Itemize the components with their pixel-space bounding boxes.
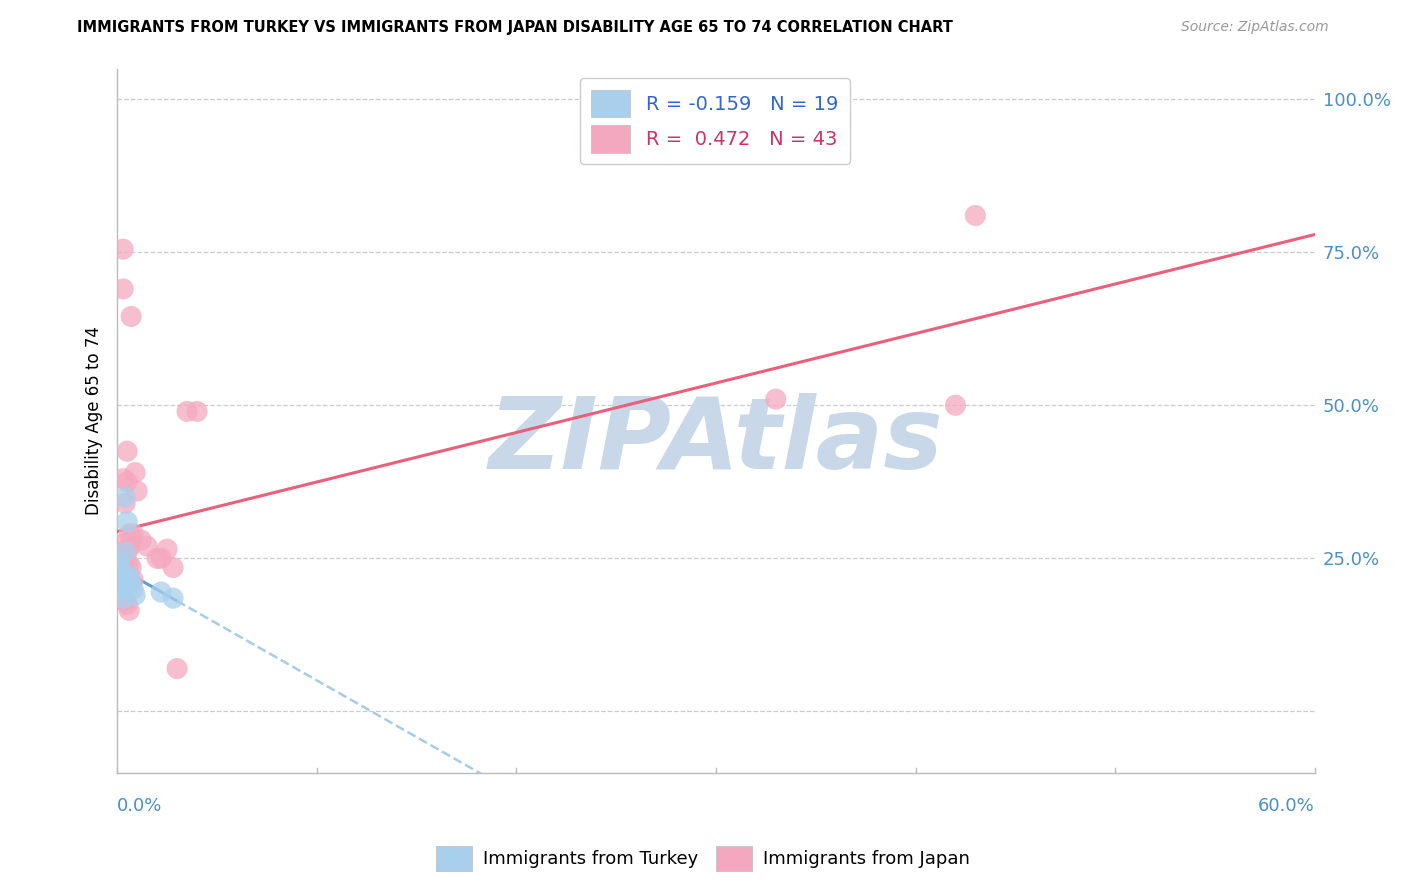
- Point: [118, 570, 141, 584]
- Legend: R = -0.159   N = 19, R =  0.472   N = 43: R = -0.159 N = 19, R = 0.472 N = 43: [579, 78, 849, 164]
- Text: 0.0%: 0.0%: [117, 797, 163, 815]
- Point: [115, 597, 138, 611]
- Point: [186, 404, 208, 418]
- Point: [150, 585, 173, 599]
- Point: [136, 539, 159, 553]
- Point: [122, 527, 145, 541]
- Point: [115, 475, 138, 489]
- Text: 60.0%: 60.0%: [1258, 797, 1315, 815]
- Point: [114, 545, 136, 559]
- Point: [176, 404, 198, 418]
- Point: [110, 582, 132, 596]
- Point: [156, 542, 179, 557]
- Point: [114, 594, 136, 608]
- Point: [114, 573, 136, 587]
- Point: [108, 566, 131, 581]
- Point: [124, 588, 146, 602]
- Point: [945, 398, 967, 412]
- Point: [162, 560, 184, 574]
- Text: ZIPAtlas: ZIPAtlas: [488, 393, 943, 491]
- Point: [124, 466, 146, 480]
- Point: [120, 533, 142, 547]
- Point: [122, 582, 145, 596]
- Text: Source: ZipAtlas.com: Source: ZipAtlas.com: [1181, 20, 1329, 34]
- Point: [112, 591, 135, 606]
- Point: [112, 582, 135, 596]
- Point: [118, 558, 141, 572]
- Point: [118, 527, 141, 541]
- Point: [166, 662, 188, 676]
- Point: [112, 282, 135, 296]
- Y-axis label: Disability Age 65 to 74: Disability Age 65 to 74: [86, 326, 103, 515]
- Point: [110, 564, 132, 578]
- Point: [118, 542, 141, 557]
- Point: [114, 490, 136, 504]
- Point: [114, 536, 136, 550]
- Point: [110, 566, 132, 581]
- Point: [110, 558, 132, 572]
- Point: [108, 558, 131, 572]
- Point: [110, 545, 132, 559]
- Point: [122, 573, 145, 587]
- Point: [114, 575, 136, 590]
- Point: [118, 603, 141, 617]
- Point: [114, 558, 136, 572]
- Legend: Immigrants from Turkey, Immigrants from Japan: Immigrants from Turkey, Immigrants from …: [429, 838, 977, 879]
- Point: [965, 209, 987, 223]
- Point: [115, 542, 138, 557]
- Point: [108, 588, 131, 602]
- Point: [114, 496, 136, 510]
- Point: [162, 591, 184, 606]
- Point: [112, 573, 135, 587]
- Text: IMMIGRANTS FROM TURKEY VS IMMIGRANTS FROM JAPAN DISABILITY AGE 65 TO 74 CORRELAT: IMMIGRANTS FROM TURKEY VS IMMIGRANTS FRO…: [77, 20, 953, 35]
- Point: [120, 310, 142, 324]
- Point: [115, 515, 138, 529]
- Point: [108, 575, 131, 590]
- Point: [150, 551, 173, 566]
- Point: [112, 472, 135, 486]
- Point: [112, 573, 135, 587]
- Point: [120, 560, 142, 574]
- Point: [110, 573, 132, 587]
- Point: [120, 575, 142, 590]
- Point: [115, 444, 138, 458]
- Point: [129, 533, 152, 547]
- Point: [110, 582, 132, 596]
- Point: [112, 242, 135, 256]
- Point: [146, 551, 169, 566]
- Point: [765, 392, 787, 406]
- Point: [127, 483, 149, 498]
- Point: [108, 554, 131, 568]
- Point: [115, 570, 138, 584]
